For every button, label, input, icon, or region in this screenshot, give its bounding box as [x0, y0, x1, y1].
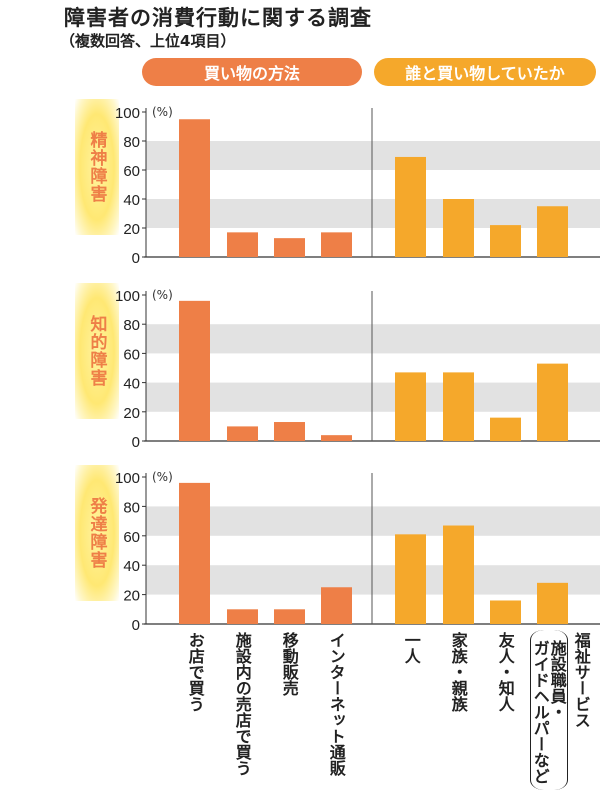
row-label-mental: 精神障害	[75, 99, 119, 235]
bar-left-0-0	[179, 119, 210, 257]
chart-title: 障害者の消費行動に関する調査	[64, 6, 372, 30]
bar-right-1-2	[490, 417, 521, 441]
y-tick-label-0-1: 20	[123, 221, 140, 238]
grid-band-0-0	[146, 141, 600, 170]
category-label-facility-shop: 施設内の売店で買う	[232, 632, 252, 776]
bar-right-2-0	[395, 534, 426, 624]
bar-right-1-1	[443, 372, 474, 441]
y-tick-label-0-5: 100	[115, 105, 140, 122]
y-tick-label-0-2: 40	[123, 192, 140, 209]
grid-band-1-0	[146, 324, 600, 354]
y-tick-label-1-2: 40	[123, 376, 140, 393]
y-tick-label-2-1: 20	[123, 588, 140, 605]
category-label-friends: 友人・知人	[495, 632, 515, 712]
row-label-mental-text: 精神障害	[86, 131, 107, 203]
bar-left-2-1	[227, 609, 258, 624]
y-tick-label-1-1: 20	[123, 405, 140, 422]
category-note-line2: ガイドヘルパーなど	[530, 640, 550, 784]
bar-left-1-0	[179, 300, 210, 441]
y-tick-label-1-3: 60	[123, 346, 140, 363]
category-label-mobile-sales: 移動販売	[279, 632, 299, 696]
bar-right-1-0	[395, 372, 426, 441]
y-tick-label-0-4: 80	[123, 134, 140, 151]
row-label-intellectual-text: 知的障害	[86, 315, 107, 387]
chart-subtitle: （複数回答、上位4項目）	[60, 32, 236, 50]
bar-right-1-3	[537, 363, 568, 441]
bar-right-2-1	[443, 525, 474, 624]
bar-left-0-2	[274, 238, 305, 257]
row-label-developmental: 発達障害	[75, 465, 119, 601]
y-unit-label-0: (%)	[152, 105, 173, 119]
bar-right-2-2	[490, 600, 521, 624]
y-unit-label-2: (%)	[152, 470, 173, 484]
grid-band-2-1	[146, 565, 600, 595]
bar-right-0-2	[490, 225, 521, 257]
y-tick-label-2-5: 100	[115, 470, 140, 487]
bar-left-0-1	[227, 232, 258, 257]
bar-left-2-2	[274, 609, 305, 624]
grid-band-1-1	[146, 382, 600, 412]
group-header-shopping-with: 誰と買い物していたか	[374, 58, 596, 86]
y-unit-label-1: (%)	[152, 288, 173, 302]
bar-left-0-3	[321, 232, 352, 257]
group-header-shopping-method: 買い物の方法	[142, 58, 362, 86]
category-label-alone: 一人	[401, 632, 421, 664]
bar-left-1-1	[227, 426, 258, 441]
y-tick-label-0-0: 0	[132, 250, 140, 267]
category-label-family: 家族・親族	[448, 632, 468, 712]
bar-right-2-3	[537, 582, 568, 624]
row-label-intellectual: 知的障害	[75, 283, 119, 419]
bar-left-1-3	[321, 435, 352, 441]
bar-left-2-3	[321, 587, 352, 624]
category-note-bracket	[530, 630, 568, 790]
y-tick-label-1-5: 100	[115, 288, 140, 305]
bar-left-1-2	[274, 422, 305, 441]
category-label-online-shopping: インターネット通販	[326, 632, 346, 776]
grid-band-2-0	[146, 506, 600, 536]
grid-band-0-1	[146, 199, 600, 228]
y-tick-label-2-0: 0	[132, 617, 140, 634]
y-tick-label-2-3: 60	[123, 529, 140, 546]
y-tick-label-2-2: 40	[123, 558, 140, 575]
bar-left-2-0	[179, 482, 210, 624]
category-note-line1: 施設職員・	[547, 640, 567, 720]
y-tick-label-1-0: 0	[132, 434, 140, 451]
category-label-welfare: 福祉サービス	[571, 632, 591, 728]
category-label-store: お店で買う	[185, 632, 205, 712]
row-label-developmental-text: 発達障害	[86, 497, 107, 569]
y-tick-label-1-4: 80	[123, 317, 140, 334]
bar-right-0-1	[443, 199, 474, 257]
bar-right-0-0	[395, 156, 426, 257]
y-tick-label-0-3: 60	[123, 163, 140, 180]
bar-right-0-3	[537, 206, 568, 257]
y-tick-label-2-4: 80	[123, 499, 140, 516]
